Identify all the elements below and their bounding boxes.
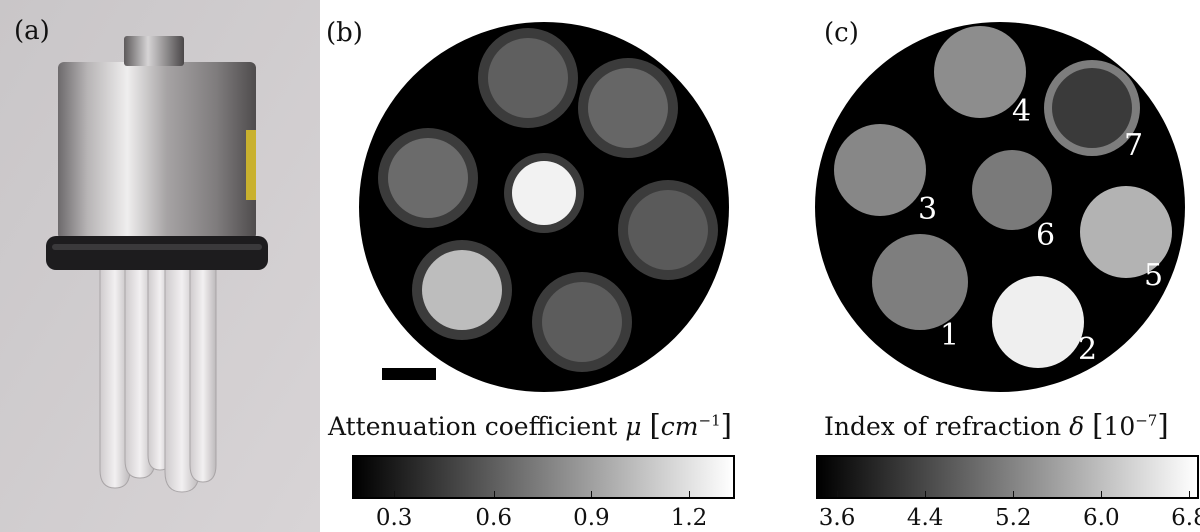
sample-number-7: 7: [1124, 128, 1144, 163]
sample-number-5: 5: [1144, 258, 1164, 293]
colorbar-unit-exp: −7: [1135, 411, 1158, 430]
tube-2: [992, 276, 1084, 368]
sample-number-3: 3: [918, 192, 938, 227]
refraction-image: [815, 22, 1185, 392]
tube-1: [872, 234, 968, 330]
tube-lower-left: [412, 240, 512, 340]
colorbar-tick: [925, 491, 927, 497]
sample-number-4: 4: [1012, 94, 1032, 129]
panel-label-a: (a): [14, 16, 50, 46]
colorbar-title-text: Attenuation coefficient: [328, 412, 618, 441]
colorbar-tick-label: 0.9: [573, 505, 610, 531]
colorbar-tick: [493, 491, 495, 497]
colorbar-tick: [394, 491, 396, 497]
colorbar-tick-label: 1.2: [670, 505, 708, 531]
colorbar-tick-label: 5.2: [994, 505, 1032, 531]
label-sticker: [246, 130, 256, 200]
colorbar-tick-label: 3.6: [818, 505, 856, 531]
metal-cylinder: [58, 62, 256, 240]
colorbar-tick-label: 6.0: [1083, 505, 1120, 531]
colorbar-tick-label: 4.4: [906, 505, 944, 531]
refraction-panel: (c) 1 2 3 4 5 6 7 Index of refraction δ [10−7]…: [800, 0, 1200, 532]
attenuation-panel: (b) Attenuation coefficient μ [cm−1] 0.3…: [322, 0, 762, 532]
colorbar-tick: [591, 491, 593, 497]
colorbar-tick: [689, 491, 691, 497]
colorbar-tick-label: 0.3: [375, 505, 413, 531]
tube-6: [972, 150, 1052, 230]
colorbar-symbol: μ: [625, 412, 642, 441]
scale-bar: [382, 368, 436, 380]
colorbar-title-text: Index of refraction: [824, 412, 1062, 441]
colorbar-tick: [1189, 491, 1191, 497]
top-cap: [124, 36, 184, 66]
colorbar-tick: [1101, 491, 1103, 497]
colorbar-tick-label: 6.8: [1171, 505, 1200, 531]
colorbar-b: [352, 455, 735, 499]
tube-center: [504, 153, 584, 233]
attenuation-image: [359, 22, 729, 392]
tube-top: [478, 28, 578, 128]
sample-number-2: 2: [1078, 332, 1098, 367]
sample-tubes: [99, 264, 217, 493]
panel-label-c: (c): [824, 18, 859, 48]
tube-upper-right: [578, 58, 678, 158]
tube-7: [1044, 60, 1140, 156]
colorbar-title-b: Attenuation coefficient μ [cm−1]: [328, 408, 732, 442]
black-ring: [46, 236, 268, 270]
sample-number-6: 6: [1036, 218, 1056, 253]
sample-number-1: 1: [940, 318, 960, 353]
colorbar-unit-exp: −1: [698, 411, 721, 430]
tube-bottom: [532, 272, 632, 372]
colorbar-tick: [1013, 491, 1015, 497]
photo-panel: (a): [0, 0, 320, 532]
colorbar-unit: 10: [1103, 412, 1136, 441]
sample-holder-photo: [0, 0, 320, 532]
tube-right: [618, 180, 718, 280]
tube-left: [378, 128, 478, 228]
tube-4: [934, 26, 1026, 118]
colorbar-tick: [837, 491, 839, 497]
colorbar-symbol: δ: [1069, 412, 1085, 441]
colorbar-c: [816, 455, 1199, 499]
colorbar-title-c: Index of refraction δ [10−7]: [824, 408, 1169, 442]
tube-3: [834, 124, 926, 216]
colorbar-tick-label: 0.6: [475, 505, 512, 531]
tube-5: [1080, 186, 1172, 278]
panel-label-b: (b): [326, 18, 363, 48]
colorbar-unit: cm: [660, 412, 699, 441]
